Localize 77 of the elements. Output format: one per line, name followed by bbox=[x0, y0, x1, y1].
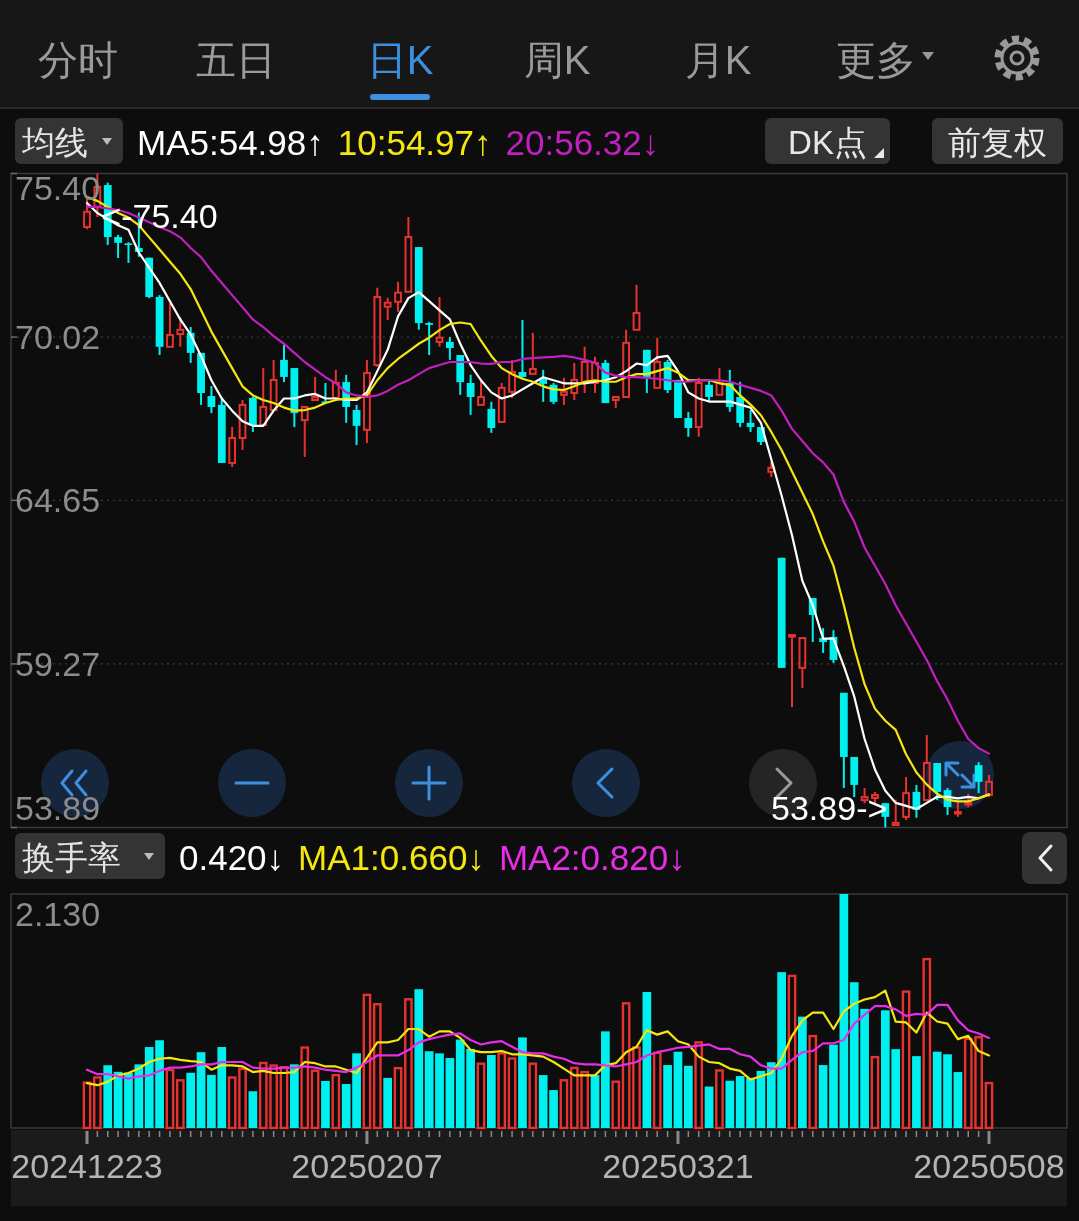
text: 10:54.97↑ bbox=[337, 123, 492, 162]
text: 月K bbox=[684, 38, 752, 82]
text: 20:56.32↓ bbox=[505, 123, 660, 162]
x-tick-label: 20250321 bbox=[602, 1147, 754, 1185]
bar bbox=[787, 974, 797, 1130]
text: 五日 bbox=[196, 38, 276, 82]
chart-title: 均线 bbox=[21, 124, 88, 161]
bar bbox=[175, 1079, 185, 1130]
bar bbox=[715, 1069, 724, 1130]
text: 分时 bbox=[38, 38, 118, 82]
y-tick-label: 53.89 bbox=[15, 788, 101, 827]
bar bbox=[611, 1080, 621, 1130]
bar bbox=[922, 957, 932, 1130]
bar bbox=[663, 1065, 672, 1128]
text: 前复权 bbox=[948, 124, 1047, 161]
bar bbox=[331, 1073, 341, 1130]
bar bbox=[372, 1003, 382, 1130]
bar bbox=[559, 1079, 569, 1130]
bar bbox=[300, 1046, 310, 1130]
bar bbox=[445, 1058, 455, 1128]
chart-title: 换手率 bbox=[22, 839, 121, 876]
bar bbox=[424, 1051, 434, 1128]
bar bbox=[186, 1072, 196, 1128]
bar bbox=[912, 1056, 921, 1128]
bar bbox=[621, 1002, 631, 1130]
bar bbox=[507, 1057, 517, 1130]
bar bbox=[383, 1077, 393, 1128]
bar bbox=[476, 1062, 486, 1130]
x-tick-label: 20241223 bbox=[11, 1147, 163, 1185]
bar bbox=[310, 1069, 320, 1130]
bar bbox=[953, 1072, 963, 1128]
bar bbox=[518, 1037, 527, 1128]
bar bbox=[435, 1053, 444, 1128]
text: 日K bbox=[366, 38, 434, 82]
bar bbox=[683, 1065, 693, 1128]
bar bbox=[93, 1076, 102, 1130]
bar bbox=[528, 1062, 538, 1130]
bar bbox=[870, 1055, 880, 1130]
bar bbox=[590, 1075, 600, 1128]
annotation: 2.130 bbox=[15, 895, 101, 933]
text: MA2:0.820↓ bbox=[498, 838, 686, 877]
bar bbox=[248, 1091, 258, 1128]
bar bbox=[165, 1068, 175, 1130]
bar bbox=[290, 1064, 299, 1128]
bar bbox=[704, 1086, 714, 1128]
bar bbox=[984, 1081, 994, 1130]
bar bbox=[673, 1051, 683, 1128]
bar bbox=[725, 1080, 735, 1128]
bar bbox=[601, 1031, 610, 1128]
bar bbox=[652, 1051, 662, 1130]
bar bbox=[414, 989, 424, 1128]
x-tick-label: 20250207 bbox=[291, 1147, 443, 1185]
y-tick-label: 59.27 bbox=[15, 644, 101, 683]
bar bbox=[694, 1041, 704, 1130]
y-tick-label: 64.65 bbox=[15, 481, 101, 520]
bar bbox=[103, 1065, 113, 1128]
text: 周K bbox=[523, 38, 591, 82]
text: MA1:0.660↓ bbox=[298, 838, 485, 877]
text: 更多 bbox=[836, 38, 916, 82]
bar bbox=[393, 1066, 403, 1130]
bar bbox=[362, 993, 372, 1130]
y-tick-label: 70.02 bbox=[15, 318, 101, 357]
bar bbox=[808, 1034, 818, 1130]
bar bbox=[901, 990, 911, 1130]
text: 0.420↓ bbox=[179, 838, 285, 877]
text: DK点 bbox=[788, 124, 867, 161]
bar bbox=[497, 1052, 507, 1130]
bar bbox=[818, 1065, 828, 1128]
bar bbox=[486, 1054, 496, 1128]
series-label: MA5:54.98↑ bbox=[137, 123, 324, 162]
bar bbox=[404, 998, 413, 1130]
bar bbox=[632, 1046, 641, 1130]
bar bbox=[279, 1065, 289, 1130]
x-tick-label: 20250508 bbox=[913, 1147, 1065, 1185]
bar bbox=[798, 1016, 807, 1128]
bar bbox=[82, 1081, 92, 1130]
bar bbox=[321, 1080, 330, 1128]
